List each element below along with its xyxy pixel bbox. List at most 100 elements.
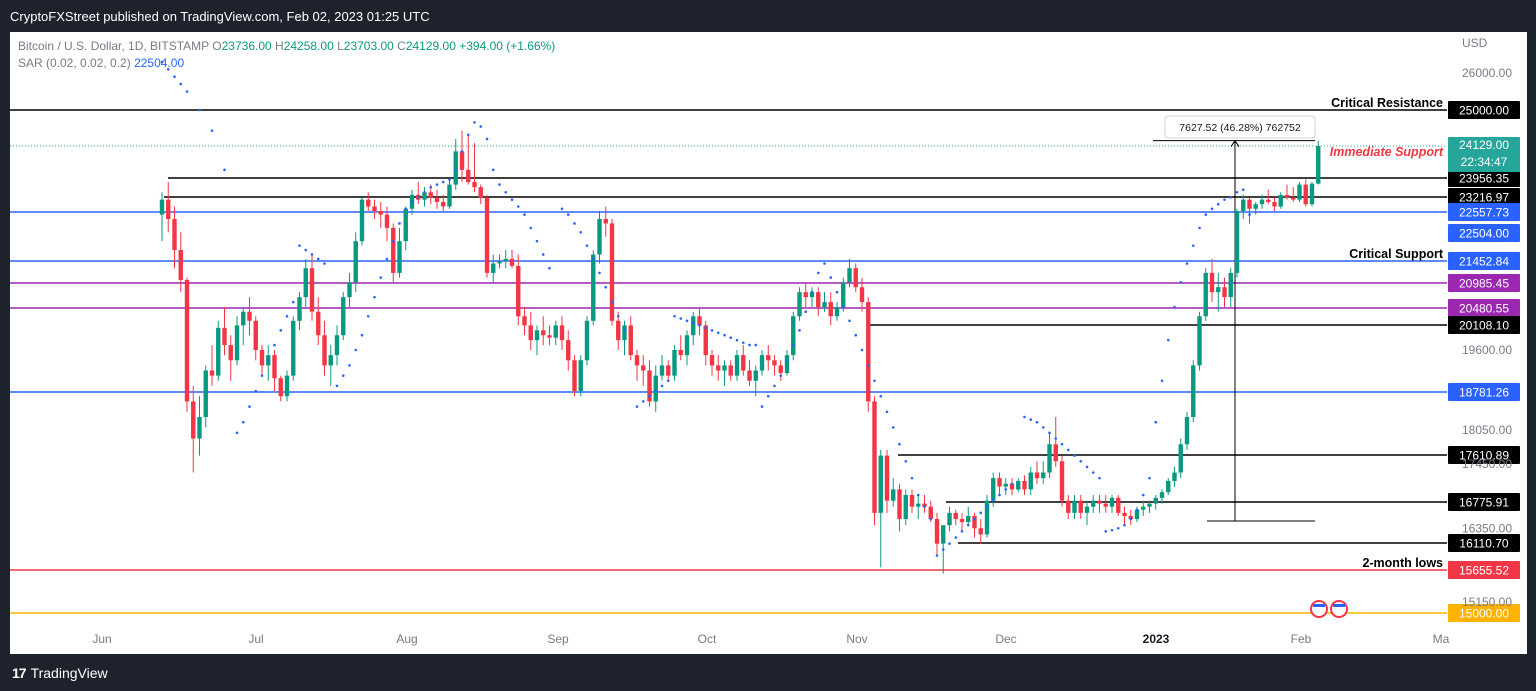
sar-dot xyxy=(423,190,426,194)
sar-dot xyxy=(1066,448,1070,452)
sar-dot xyxy=(1110,528,1114,532)
us-flag-event-icon[interactable] xyxy=(1310,600,1328,618)
sar-dot xyxy=(1241,188,1245,192)
sar-dot xyxy=(610,300,614,304)
candle-body xyxy=(241,311,246,326)
candle-body xyxy=(547,335,552,338)
candle-body xyxy=(1259,199,1265,205)
sar-dot xyxy=(1041,426,1045,429)
candle-body xyxy=(1022,480,1027,490)
price-label-text: 15655.52 xyxy=(1459,564,1509,578)
price-label-box xyxy=(1448,315,1520,334)
candle-body xyxy=(1222,287,1227,298)
sar-dot xyxy=(1129,517,1133,521)
sar-dot xyxy=(723,333,726,337)
price-label-text: 22504.00 xyxy=(1459,227,1509,241)
sar-dot xyxy=(785,358,789,362)
sar-dot xyxy=(441,180,445,184)
candle-body xyxy=(809,292,815,298)
candle-body xyxy=(491,263,496,273)
candle-body xyxy=(591,254,596,321)
candle-body xyxy=(1034,472,1040,479)
sar-dot xyxy=(591,257,595,261)
sar-dot xyxy=(479,125,483,128)
candle-body xyxy=(722,365,727,371)
candle-body xyxy=(791,316,796,356)
sar-dot xyxy=(598,271,601,275)
candlestick-chart[interactable]: 7627.52 (46.28%) 762752 25000.00 Critical… xyxy=(10,32,1527,654)
price-label-box xyxy=(1448,446,1520,465)
chart-area[interactable]: 7627.52 (46.28%) 762752 25000.00 Critical… xyxy=(10,32,1527,654)
candle-body xyxy=(928,506,933,520)
brand-name: TradingView xyxy=(30,665,108,681)
sar-dot xyxy=(835,290,839,294)
sar-dot xyxy=(860,348,864,352)
sar-dot xyxy=(166,68,170,71)
candle-body xyxy=(184,279,190,402)
legend-c-label: C xyxy=(397,39,406,53)
publisher-text: CryptoFXStreet published on TradingView.… xyxy=(10,9,430,24)
sar-dot xyxy=(798,329,801,332)
x-tick-label: 2023 xyxy=(1143,632,1170,646)
candle-body xyxy=(1241,199,1246,212)
candle-body xyxy=(847,268,852,283)
candle-body xyxy=(1216,287,1221,293)
sar-dot xyxy=(1204,213,1208,216)
sar-dot xyxy=(198,108,201,112)
candle-body xyxy=(278,378,283,397)
candle-body xyxy=(366,199,371,207)
candle-body xyxy=(1203,272,1208,317)
sar-dot xyxy=(1035,420,1039,424)
candle-body xyxy=(966,515,971,523)
candle-body xyxy=(1191,365,1196,418)
candle-body xyxy=(759,355,765,371)
sar-dot xyxy=(879,394,883,398)
price-label-text: 15000.00 xyxy=(1459,607,1509,621)
candle-body xyxy=(1303,184,1308,205)
candle-body xyxy=(916,503,921,507)
sar-dot xyxy=(354,348,358,352)
candle-body xyxy=(572,360,577,392)
sar-dot xyxy=(173,75,176,78)
sar-dot xyxy=(560,207,564,211)
candle-body xyxy=(516,265,521,317)
candle-body xyxy=(1178,444,1183,473)
candle-body xyxy=(359,199,365,242)
us-flag-event-icon[interactable] xyxy=(1330,600,1348,618)
candle-body xyxy=(1228,272,1233,298)
candle-body xyxy=(422,192,427,200)
x-tick-label: Ma xyxy=(1433,632,1450,646)
price-label-box xyxy=(1448,203,1520,222)
sar-dot xyxy=(1135,508,1139,512)
candle-body xyxy=(1272,201,1277,207)
sar-dot xyxy=(985,505,989,508)
candle-body xyxy=(1084,506,1090,513)
sar-dot xyxy=(848,319,851,323)
price-label-box xyxy=(1448,169,1520,187)
candle-body xyxy=(303,268,308,298)
candle-body xyxy=(841,282,846,308)
candle-body xyxy=(691,316,696,336)
candle-body xyxy=(372,206,377,212)
tradingview-brand[interactable]: 17 TradingView xyxy=(12,665,108,681)
price-label-text: 22557.73 xyxy=(1459,206,1509,220)
sar-dot xyxy=(541,253,545,256)
price-label-box xyxy=(1448,382,1520,401)
candle-body xyxy=(472,182,477,188)
flag-stripe xyxy=(1333,604,1345,607)
footer-bar: 17 TradingView xyxy=(0,654,1536,691)
candle-body xyxy=(1316,146,1321,184)
candle-body xyxy=(1297,184,1302,200)
candle-body xyxy=(703,325,708,356)
candle-body xyxy=(503,258,508,262)
sar-dot xyxy=(1004,488,1008,491)
sar-dot xyxy=(1048,431,1051,435)
sar-dot xyxy=(660,384,664,388)
candle-body xyxy=(1072,500,1077,513)
price-label-box xyxy=(1448,604,1520,622)
legend-h-value: 24258.00 xyxy=(284,39,337,53)
measure-label-box xyxy=(1164,115,1316,139)
candle-body xyxy=(391,227,396,273)
level-annotation: Immediate Support xyxy=(1330,145,1444,159)
candle-body xyxy=(922,503,927,507)
